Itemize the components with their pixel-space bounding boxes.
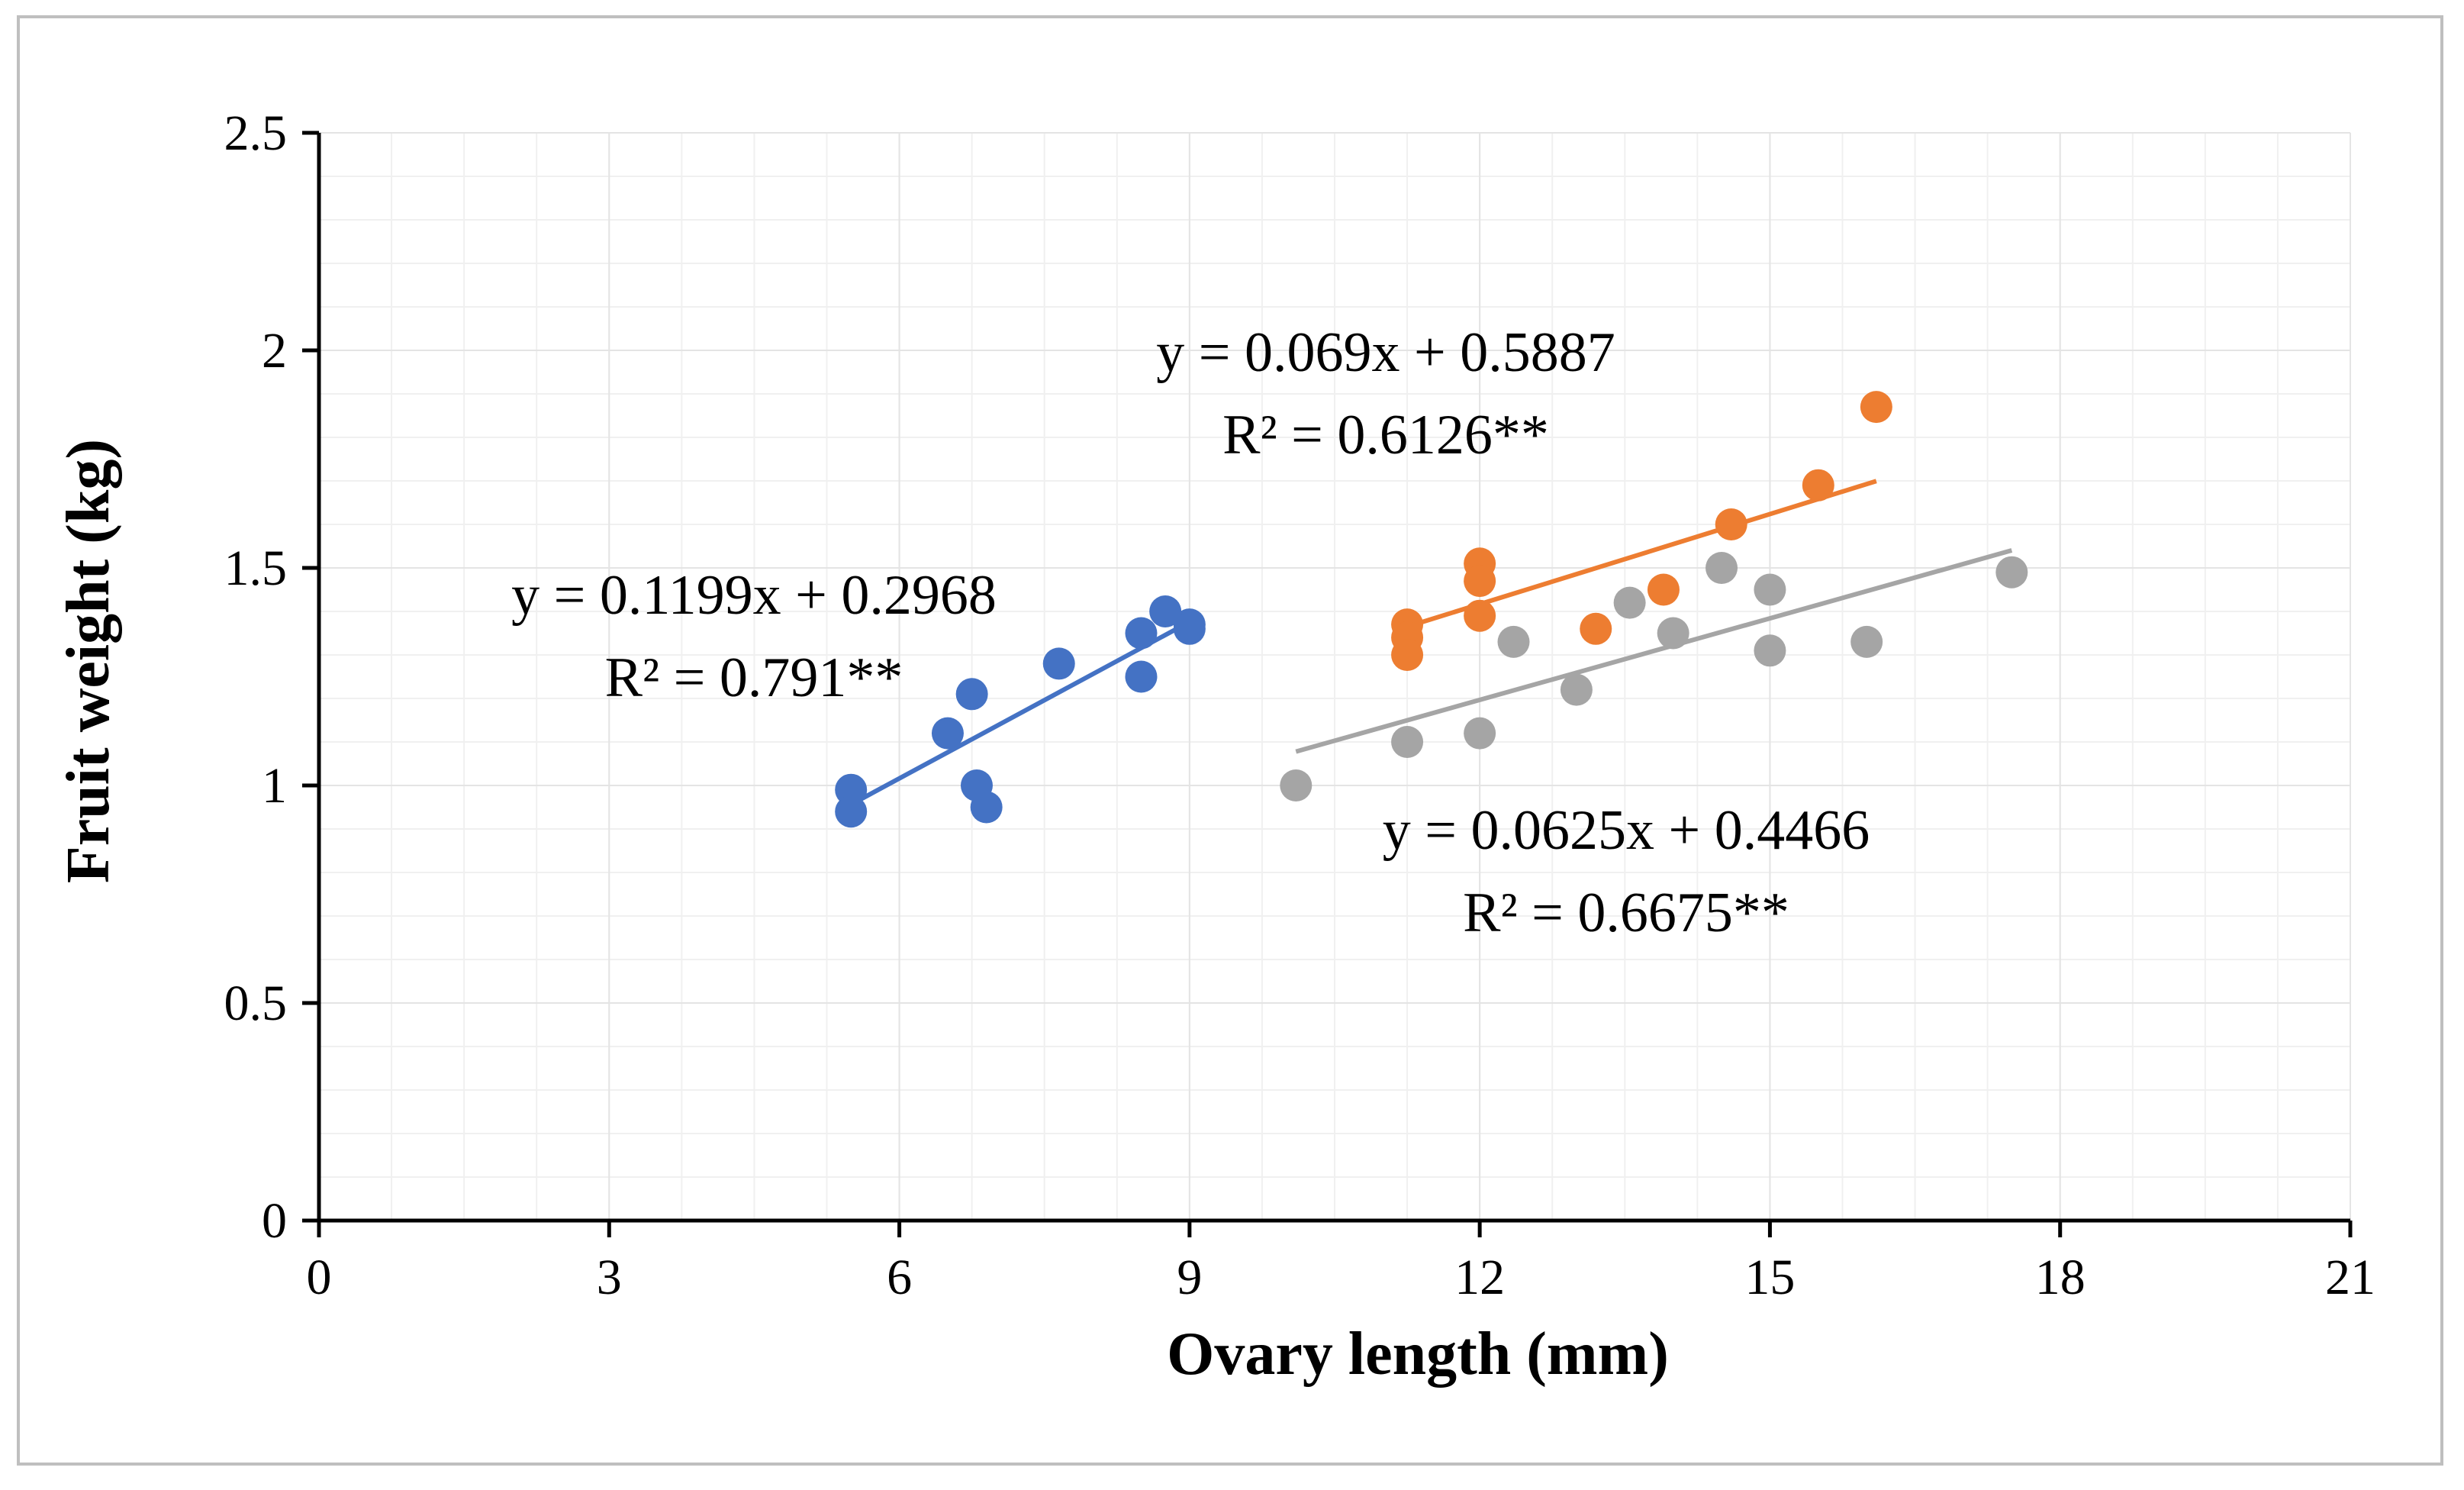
data-point-gray [1560, 673, 1593, 706]
data-point-gray [1280, 769, 1313, 801]
data-point-orange [1464, 599, 1496, 632]
x-axis-title: Ovary length (mm) [1167, 1321, 1669, 1388]
x-tick-label: 9 [1177, 1250, 1202, 1305]
r2-orange: R² = 0.6126** [1222, 404, 1549, 466]
data-point-blue [1042, 647, 1075, 680]
y-axis-title: Fruit weight (kg) [55, 439, 122, 883]
r2-gray: R² = 0.6675** [1463, 882, 1789, 944]
data-point-orange [1391, 639, 1424, 671]
x-tick-label: 21 [2325, 1250, 2375, 1305]
data-point-orange [1464, 565, 1496, 598]
x-axis-ticks: 0 3 6 9 12 15 18 21 [307, 1221, 2375, 1305]
data-point-orange [1647, 573, 1680, 606]
y-tick-label: 2 [262, 323, 287, 379]
data-point-orange [1860, 391, 1892, 424]
y-tick-label: 0 [262, 1193, 287, 1249]
data-point-gray [1391, 726, 1424, 758]
data-point-orange [1580, 612, 1612, 645]
equation-labels: y = 0.069x + 0.5887 R² = 0.6126** y = 0.… [511, 321, 1870, 944]
x-tick-label: 6 [887, 1250, 912, 1305]
y-axis-ticks: 0 0.5 1 1.5 2 2.5 [224, 105, 319, 1249]
chart-frame: 0 3 6 9 12 15 18 21 0 0.5 1 1.5 2 2.5 y = 0.069x + 0… [17, 15, 2443, 1466]
data-points [835, 391, 2028, 828]
data-point-gray [1497, 625, 1530, 658]
r2-blue: R² = 0.791** [605, 647, 903, 709]
equation-orange: y = 0.069x + 0.5887 [1156, 321, 1615, 384]
x-tick-label: 12 [1454, 1250, 1505, 1305]
data-point-gray [1613, 586, 1646, 619]
trendlines [849, 479, 2013, 807]
data-point-blue [970, 791, 1003, 824]
y-tick-label: 0.5 [224, 976, 288, 1031]
data-point-gray [1754, 573, 1786, 606]
y-tick-label: 2.5 [224, 105, 288, 161]
data-point-blue [1125, 617, 1158, 650]
data-point-blue [835, 795, 868, 828]
trendline-gray [1295, 548, 2013, 754]
data-point-orange [1802, 469, 1834, 502]
data-point-blue [1173, 612, 1206, 645]
x-tick-label: 18 [2035, 1250, 2086, 1305]
axes [317, 133, 2350, 1223]
scatter-chart: 0 3 6 9 12 15 18 21 0 0.5 1 1.5 2 2.5 y = 0.069x + 0… [55, 105, 2375, 1388]
data-point-blue [1125, 660, 1158, 693]
x-tick-label: 0 [307, 1250, 332, 1305]
x-tick-label: 3 [597, 1250, 622, 1305]
data-point-blue [1149, 595, 1182, 627]
trendline-blue [849, 620, 1191, 807]
data-point-gray [1754, 634, 1786, 667]
data-point-gray [1850, 625, 1883, 658]
data-point-blue [931, 717, 964, 750]
data-point-orange [1715, 508, 1747, 540]
x-tick-label: 15 [1744, 1250, 1795, 1305]
data-point-gray [1995, 556, 2028, 589]
y-tick-label: 1 [262, 758, 287, 814]
data-point-gray [1464, 717, 1496, 750]
data-point-gray [1657, 617, 1689, 650]
data-point-blue [955, 678, 988, 711]
data-point-gray [1705, 552, 1738, 584]
equation-gray: y = 0.0625x + 0.4466 [1383, 799, 1870, 862]
equation-blue: y = 0.1199x + 0.2968 [511, 564, 997, 627]
y-tick-label: 1.5 [224, 540, 288, 596]
